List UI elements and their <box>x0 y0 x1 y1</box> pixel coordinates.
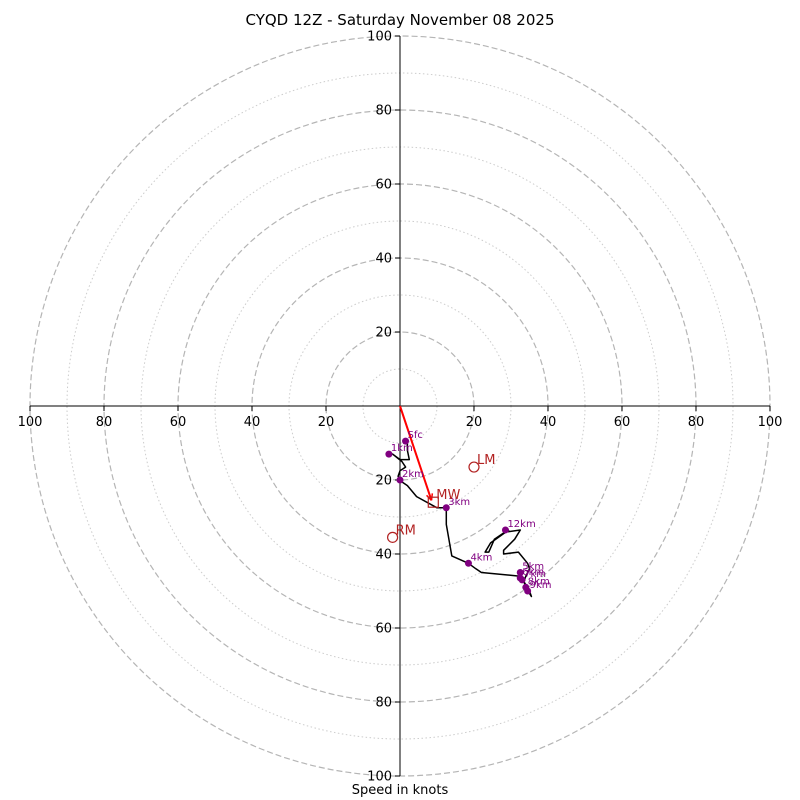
height-marker-label: 12km <box>507 519 535 530</box>
height-marker-label: 9km <box>530 580 552 591</box>
tick-label: 60 <box>170 415 187 430</box>
tick-label: 100 <box>18 415 43 430</box>
tick-label: 20 <box>375 474 392 489</box>
chart-title: CYQD 12Z - Saturday November 08 2025 <box>245 11 555 29</box>
tick-label: 60 <box>375 178 392 193</box>
tick-label: 80 <box>96 415 113 430</box>
tick-label: 40 <box>540 415 557 430</box>
tick-label: 20 <box>375 326 392 341</box>
tick-label: 80 <box>375 104 392 119</box>
tick-label: 40 <box>375 548 392 563</box>
height-marker-label: 1km <box>391 443 413 454</box>
height-marker <box>501 526 509 534</box>
height-marker-label: 2km <box>402 469 424 480</box>
tick-label: 80 <box>375 696 392 711</box>
height-marker <box>518 576 526 584</box>
tick-label: 80 <box>688 415 705 430</box>
storm-motion-marker <box>427 496 439 508</box>
height-marker-label: 4km <box>470 552 492 563</box>
height-marker <box>402 437 410 445</box>
height-marker-label: 7km <box>524 569 546 580</box>
height-marker-label: 3km <box>448 497 470 508</box>
tick-label: 40 <box>375 252 392 267</box>
tick-label: 40 <box>244 415 261 430</box>
tick-label: 100 <box>367 30 392 45</box>
storm-motion-label: LM <box>477 453 495 468</box>
height-marker-label: 6km <box>522 567 544 578</box>
height-marker-label: 5km <box>522 562 544 573</box>
tick-label: 60 <box>375 622 392 637</box>
height-marker <box>524 587 532 595</box>
hodograph-trace <box>391 439 533 598</box>
height-marker <box>516 569 524 576</box>
height-marker-label: Sfc <box>408 430 423 441</box>
storm-motion-marker <box>468 461 480 473</box>
tick-label: 20 <box>466 415 483 430</box>
height-marker <box>385 450 393 458</box>
height-marker <box>464 559 472 567</box>
tick-label: 100 <box>367 770 392 785</box>
storm-motion-label: RM <box>396 523 416 538</box>
storm-motion-label: MW <box>436 488 460 503</box>
height-marker-label: 8km <box>528 576 550 587</box>
height-marker <box>442 504 450 512</box>
storm-motion-marker <box>387 531 399 543</box>
x-axis-label: Speed in knots <box>351 783 449 798</box>
tick-label: 100 <box>758 415 783 430</box>
tick-label: 20 <box>318 415 335 430</box>
height-marker <box>396 476 404 484</box>
tick-label: 60 <box>614 415 631 430</box>
mean-wind-vector <box>399 405 433 501</box>
